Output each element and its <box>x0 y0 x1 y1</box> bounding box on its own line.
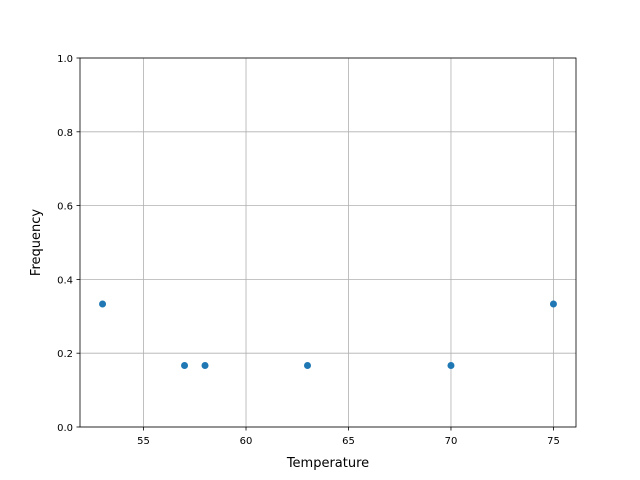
y-axis-ticks: 0.0 0.2 0.4 0.6 0.8 1.0 <box>57 54 80 434</box>
y-tick-label: 0.4 <box>57 275 73 286</box>
y-tick-label: 0.8 <box>57 128 73 139</box>
data-point <box>201 361 209 369</box>
x-axis-label: Temperature <box>286 456 369 471</box>
x-tick-label: 75 <box>547 436 560 447</box>
y-tick-label: 0.0 <box>57 423 73 434</box>
y-tick-label: 1.0 <box>57 54 73 65</box>
x-axis-ticks: 55 60 65 70 75 <box>137 427 560 447</box>
data-points <box>99 300 557 369</box>
y-tick-label: 0.6 <box>57 202 73 213</box>
x-tick-label: 65 <box>342 436 355 447</box>
data-point <box>181 361 189 369</box>
x-tick-label: 55 <box>137 436 150 447</box>
data-point <box>99 300 107 308</box>
grid-lines <box>80 57 576 428</box>
data-point <box>304 361 312 369</box>
data-point <box>447 361 455 369</box>
y-tick-label: 0.2 <box>57 349 73 360</box>
axes-frame <box>79 57 577 428</box>
x-tick-label: 60 <box>240 436 253 447</box>
y-axis-label: Frequency <box>29 209 44 276</box>
data-point <box>549 300 557 308</box>
x-tick-label: 70 <box>445 436 458 447</box>
